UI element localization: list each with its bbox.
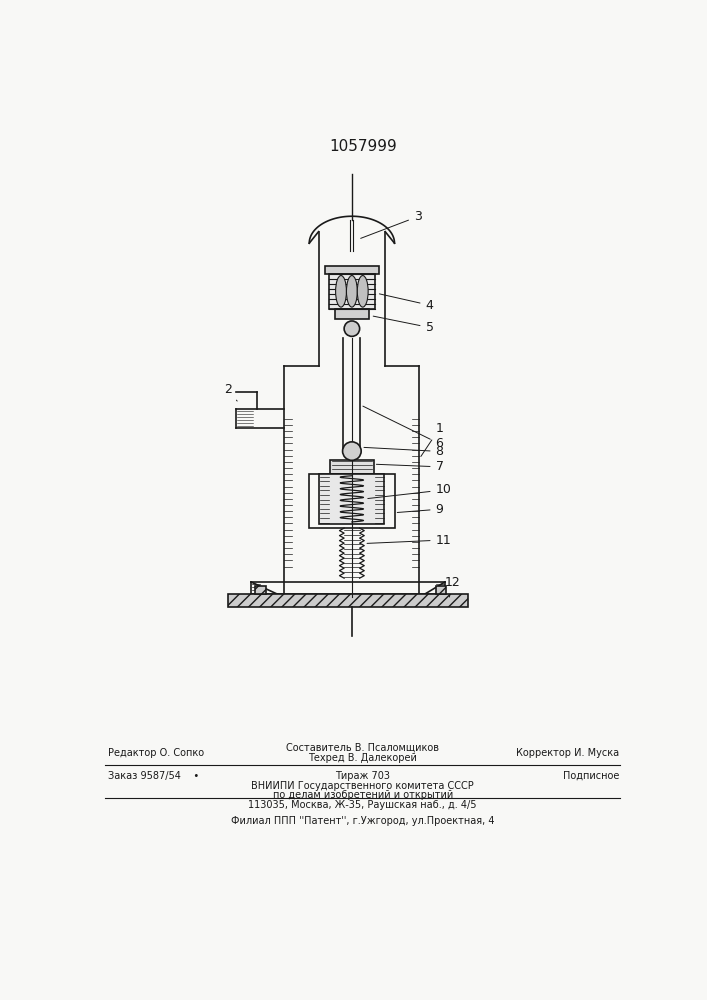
Bar <box>344 528 360 578</box>
Text: 113035, Москва, Ж-35, Раушская наб., д. 4/5: 113035, Москва, Ж-35, Раушская наб., д. … <box>248 800 477 810</box>
Circle shape <box>343 442 361 460</box>
Text: 6: 6 <box>363 406 443 450</box>
Bar <box>228 594 468 607</box>
Text: 5: 5 <box>373 316 433 334</box>
Text: Редактор О. Сопко: Редактор О. Сопко <box>107 748 204 758</box>
Text: Техред В. Далекорей: Техред В. Далекорей <box>308 753 417 763</box>
Text: 1057999: 1057999 <box>329 139 397 154</box>
Text: 3: 3 <box>361 210 422 238</box>
Ellipse shape <box>357 276 368 307</box>
Ellipse shape <box>336 276 346 307</box>
Text: 8: 8 <box>364 445 443 458</box>
Bar <box>325 266 379 274</box>
Text: Филиал ППП ''Патент'', г.Ужгород, ул.Проектная, 4: Филиал ППП ''Патент'', г.Ужгород, ул.Про… <box>231 816 494 826</box>
Bar <box>436 586 446 594</box>
Text: 9: 9 <box>397 503 443 516</box>
Bar <box>255 586 266 594</box>
Bar <box>309 474 395 528</box>
Text: Заказ 9587/54    •: Заказ 9587/54 • <box>107 771 199 781</box>
Bar <box>335 309 369 319</box>
Text: Корректор И. Муска: Корректор И. Муска <box>516 748 619 758</box>
Text: 2: 2 <box>224 383 237 401</box>
Text: Составитель В. Псаломщиков: Составитель В. Псаломщиков <box>286 743 439 753</box>
Text: 4: 4 <box>380 294 433 312</box>
Text: 10: 10 <box>368 483 452 499</box>
Bar <box>330 460 373 474</box>
Circle shape <box>344 321 360 336</box>
Text: 7: 7 <box>376 460 443 473</box>
Bar <box>329 274 375 309</box>
Text: ВНИИПИ Государственного комитета СССР: ВНИИПИ Государственного комитета СССР <box>252 781 474 791</box>
Bar <box>320 474 385 524</box>
Ellipse shape <box>346 276 357 307</box>
Text: Подписное: Подписное <box>563 771 619 781</box>
Text: 12: 12 <box>445 576 461 597</box>
Text: по делам изобретений и открытий: по делам изобретений и открытий <box>273 790 453 800</box>
Text: Тираж 703: Тираж 703 <box>335 771 390 781</box>
Text: 11: 11 <box>367 534 451 546</box>
Text: 1: 1 <box>421 422 443 456</box>
